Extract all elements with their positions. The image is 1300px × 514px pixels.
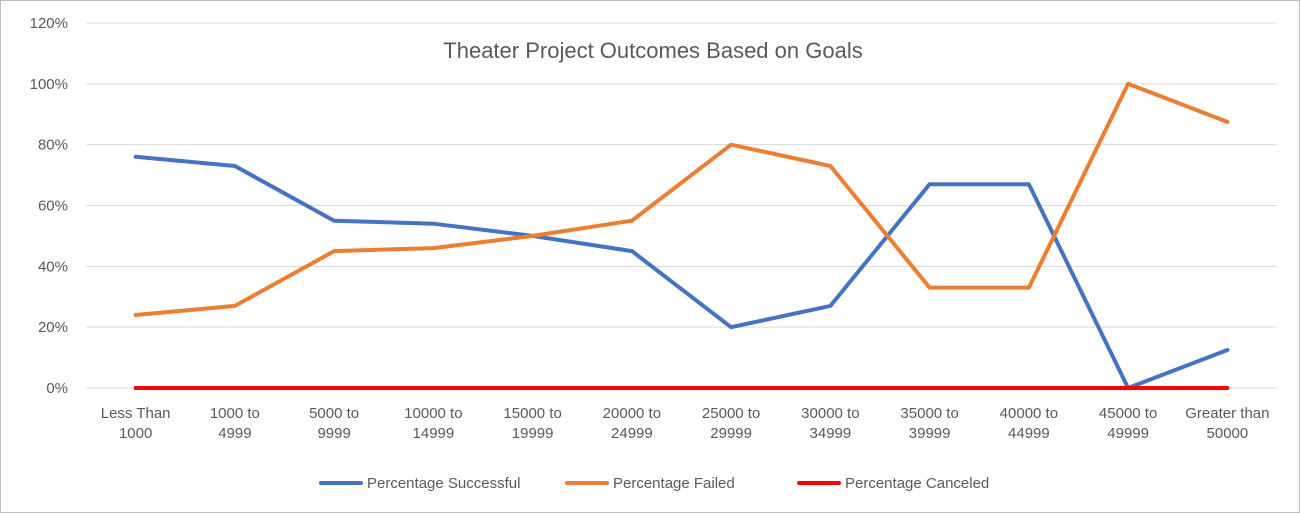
legend-label: Percentage Successful xyxy=(367,475,520,492)
x-axis-ticks: Less Than 1000 1000 to 4999 5000 to 9999 10000… xyxy=(101,405,1270,442)
y-axis-ticks: 0% 20% 40% 60% 80% 100% 120% xyxy=(30,15,68,397)
legend-item-percentage-canceled: Percentage Canceled xyxy=(797,475,989,492)
y-tick-label: 40% xyxy=(38,258,68,275)
y-tick-label: 60% xyxy=(38,198,68,215)
x-tick-label: 25000 to 29999 xyxy=(702,405,760,442)
legend-item-percentage-successful: Percentage Successful xyxy=(319,475,520,492)
gridlines xyxy=(86,22,1277,389)
legend-label: Percentage Failed xyxy=(613,475,735,492)
series-lines xyxy=(133,81,1230,390)
y-tick-label: 0% xyxy=(46,380,68,397)
x-tick-label: 5000 to 9999 xyxy=(309,405,359,442)
series-line-percentage-successful xyxy=(133,154,1230,390)
x-tick-label: 10000 to 14999 xyxy=(404,405,462,442)
y-tick-label: 120% xyxy=(30,15,68,32)
legend: Percentage Successful Percentage Failed Pe… xyxy=(319,475,989,492)
legend-label: Percentage Canceled xyxy=(845,475,989,492)
x-tick-label: 35000 to 39999 xyxy=(900,405,958,442)
x-tick-label: 30000 to 34999 xyxy=(801,405,859,442)
x-tick-label: 1000 to 4999 xyxy=(210,405,260,442)
y-tick-label: 20% xyxy=(38,319,68,336)
x-tick-label: Greater than 50000 xyxy=(1185,405,1269,442)
x-tick-label: 20000 to 24999 xyxy=(603,405,661,442)
x-tick-label: 15000 to 19999 xyxy=(503,405,561,442)
y-tick-label: 100% xyxy=(30,76,68,93)
x-tick-label: 40000 to 44999 xyxy=(1000,405,1058,442)
x-tick-label: Less Than 1000 xyxy=(101,405,171,442)
chart-title: Theater Project Outcomes Based on Goals xyxy=(443,38,862,63)
legend-item-percentage-failed: Percentage Failed xyxy=(565,475,735,492)
series-line-percentage-failed xyxy=(133,81,1230,317)
x-tick-label: 45000 to 49999 xyxy=(1099,405,1157,442)
y-tick-label: 80% xyxy=(38,137,68,154)
